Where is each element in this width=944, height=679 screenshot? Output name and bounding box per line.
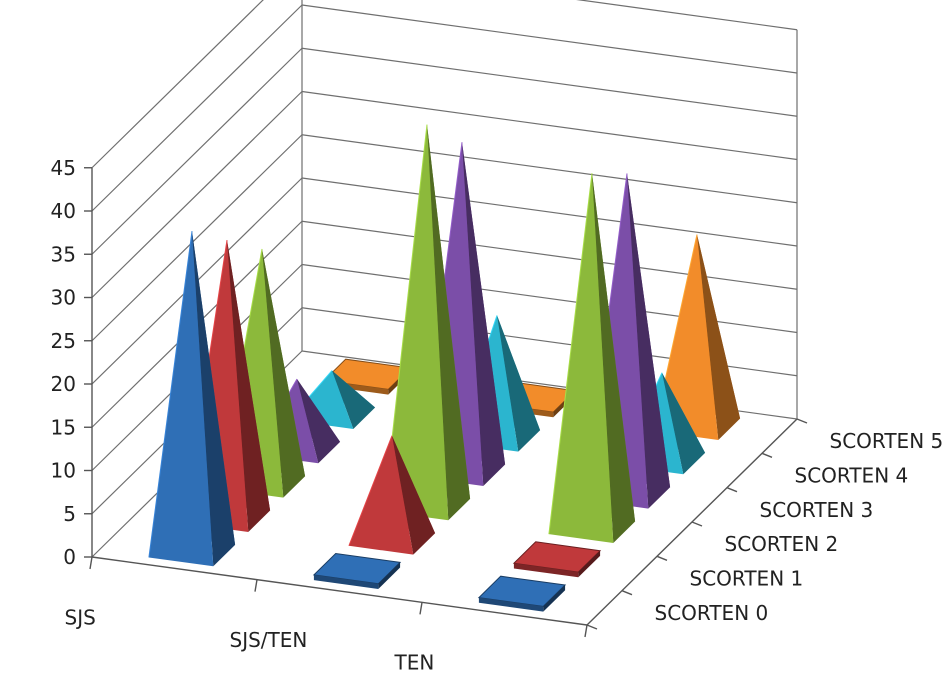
x-axis-tick xyxy=(584,624,588,638)
pyramid-side-face xyxy=(462,142,506,486)
grid-line-left-wall xyxy=(91,91,303,298)
flat-base-side xyxy=(578,550,601,578)
y-tick-label-2: 10 xyxy=(51,459,76,483)
grid-line-back-wall xyxy=(576,0,798,31)
series-label-5: SCORTEN 5 xyxy=(830,429,944,453)
x-category-label-2: TEN xyxy=(394,651,435,675)
y-tick-label-9: 45 xyxy=(51,156,76,180)
pyramid-mark-scorten-2-ten xyxy=(548,173,636,543)
pyramid-front-face xyxy=(348,435,414,555)
pyramid-edge xyxy=(348,435,393,546)
depth-axis-tick xyxy=(726,487,738,493)
grid-line-left-wall xyxy=(91,4,303,212)
pyramid-side-face xyxy=(592,173,636,543)
depth-axis-tick xyxy=(761,452,773,458)
x-axis-line xyxy=(91,556,588,626)
pyramid-mark-scorten-0-sjs-ten xyxy=(312,552,402,589)
depth-axis-tick xyxy=(586,624,598,630)
grid-line-left-wall xyxy=(91,134,303,342)
y-tick-label-7: 35 xyxy=(51,242,76,266)
grid-line-back-wall xyxy=(301,263,798,334)
pyramid-front-face xyxy=(148,231,214,567)
grid-line-left-wall xyxy=(91,0,264,169)
pyramid-edge xyxy=(148,231,193,558)
grid-line-left-wall xyxy=(91,47,303,255)
pyramid-side-face xyxy=(627,173,671,509)
pyramid-side-face xyxy=(297,379,341,464)
y-tick-label-3: 15 xyxy=(51,415,76,439)
series-label-3: SCORTEN 3 xyxy=(760,498,874,522)
y-tick-label-0: 0 xyxy=(63,545,76,569)
x-axis-tick xyxy=(89,556,93,570)
pyramid-mark-scorten-4-sjs xyxy=(288,370,376,429)
pyramid-front-face xyxy=(383,124,449,521)
depth-axis-tick xyxy=(656,555,668,561)
pyramid-side-face xyxy=(392,435,436,555)
pyramid-side-face xyxy=(262,248,306,498)
pyramid-front-face xyxy=(548,173,614,543)
bars-group xyxy=(148,124,741,612)
y-tick-label-1: 5 xyxy=(63,502,76,526)
grid-line-back-wall xyxy=(301,220,798,290)
flat-base-front xyxy=(313,574,379,589)
pyramid-mark-scorten-2-sjs-ten xyxy=(383,124,471,521)
pyramid-mark-scorten-3-ten xyxy=(583,173,671,509)
y-tick-label-4: 20 xyxy=(51,372,76,396)
x-category-label-0: SJS xyxy=(65,605,96,629)
axis-group xyxy=(84,0,808,638)
pyramid-side-face xyxy=(227,240,271,532)
grid-line-back-wall xyxy=(301,90,798,161)
x-category-label-1: SJS/TEN xyxy=(230,628,308,652)
pyramid-mark-scorten-0-ten xyxy=(477,575,567,612)
grid-group xyxy=(91,0,798,558)
flat-base-side xyxy=(543,585,566,612)
y-tick-label-8: 40 xyxy=(51,199,76,223)
depth-axis-tick xyxy=(796,418,808,424)
pyramid-mark-scorten-1-sjs-ten xyxy=(348,435,436,555)
pyramid-side-face xyxy=(332,370,376,429)
flat-base-front xyxy=(513,563,579,578)
depth-axis-tick xyxy=(691,521,703,527)
grid-line-back-wall xyxy=(301,177,798,247)
series-label-2: SCORTEN 2 xyxy=(725,532,839,556)
pyramid-edge xyxy=(548,173,593,535)
depth-axis-tick xyxy=(621,590,633,596)
grid-line-back-wall xyxy=(301,4,798,74)
series-label-1: SCORTEN 1 xyxy=(690,567,804,591)
pyramid-mark-scorten-0-sjs xyxy=(148,231,236,567)
labels-group: 0 5 10 15 20 25 30 35 40 45 SJS SJS/TEN TEN SCORTEN 0… xyxy=(51,156,944,675)
flat-base-side xyxy=(378,562,401,589)
grid-line-back-wall xyxy=(301,134,798,204)
pyramid-side-face xyxy=(497,315,541,452)
y-tick-label-6: 30 xyxy=(51,286,76,310)
pyramid-mark-scorten-1-ten xyxy=(512,541,602,578)
pyramid-side-face xyxy=(662,372,706,475)
pyramid-side-face xyxy=(192,231,236,567)
x-axis-tick xyxy=(419,602,423,615)
series-label-0: SCORTEN 0 xyxy=(655,601,769,625)
pyramid-side-face xyxy=(697,234,741,440)
pyramid-side-face xyxy=(427,124,471,521)
grid-line-back-wall xyxy=(301,47,798,117)
x-axis-tick xyxy=(254,579,258,592)
flat-base-front xyxy=(478,597,544,612)
series-label-4: SCORTEN 4 xyxy=(795,464,909,488)
y-tick-label-5: 25 xyxy=(51,329,76,353)
